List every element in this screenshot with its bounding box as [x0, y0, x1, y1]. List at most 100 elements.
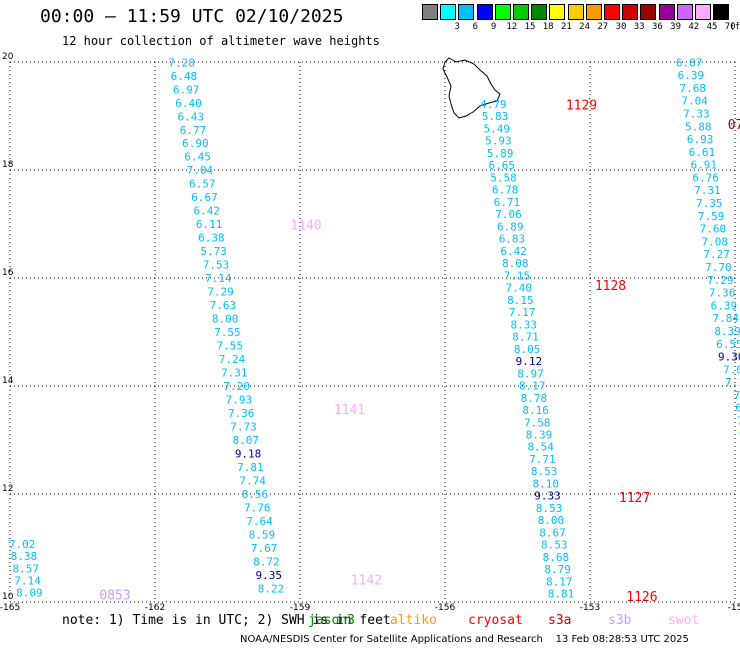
legend-satellite-s3a: s3a [548, 613, 572, 628]
wave-height-value: 7.55 [214, 326, 241, 339]
wave-height-value: 8.57 [12, 562, 39, 575]
wave-height-value: 7.81 [237, 461, 264, 474]
wave-height-value: 7.64 [246, 515, 273, 528]
wave-height-value: 8.39 [714, 325, 740, 338]
scale-swatch [695, 4, 711, 20]
scale-label: 21 [560, 22, 572, 32]
scale-swatch [658, 4, 675, 20]
footnote: note: 1) Time is in UTC; 2) SWH is in fe… [62, 613, 391, 628]
wave-height-value: 7.36 [228, 407, 255, 420]
pass-time-label: 1126 [626, 590, 657, 605]
generated-timestamp: 13 Feb 08:28:53 UTC 2025 [555, 634, 689, 645]
pass-time-label: 0754 [728, 118, 740, 133]
pass-time-labels: 1129 0754 1140 1128 1141 1127 1142 1126 0853 [99, 99, 740, 605]
wave-height-value: 8.53 [531, 465, 558, 478]
wave-height-value: 9.33 [534, 490, 561, 503]
wave-height-value: 6.55 [716, 338, 740, 351]
map-title: 00:00 – 11:59 UTC 02/10/2025 [40, 6, 344, 27]
legend-satellite-swot: swot [668, 613, 700, 628]
wave-height-value: 7.28 [168, 56, 195, 69]
wave-height-value: 7 [733, 389, 740, 402]
wave-height-value: 6.48 [171, 70, 198, 83]
wave-height-value: 6.11 [196, 218, 223, 231]
pass-time-label: 0853 [99, 588, 130, 603]
wave-height-value: 7.70 [705, 261, 732, 274]
scale-label: 6 [472, 22, 479, 32]
wave-height-value: 6.93 [687, 133, 714, 146]
wave-height-value: 6.42 [500, 245, 527, 258]
lon-tick-label: -162 [145, 603, 165, 613]
scale-label: 70 [724, 22, 736, 32]
wave-height-value: 8.68 [543, 551, 570, 564]
wave-height-value: 6.83 [499, 233, 526, 246]
wave-height-value: 8.00 [538, 514, 565, 527]
wave-height-value: 8.78 [521, 392, 548, 405]
wave-height-value: 7.59 [698, 210, 725, 223]
pass-time-label: 1141 [334, 403, 365, 418]
wave-height-value: 7.15 [504, 269, 531, 282]
scale-unit: (ft) [729, 22, 740, 32]
wave-height-value: 7.29 [207, 286, 234, 299]
wave-height-tracks: 7.286.486.976.406.436.776.906.457.046.57… [9, 56, 740, 600]
scale-swatch [440, 4, 457, 20]
scale-label: 30 [615, 22, 627, 32]
wave-height-value: 7.84 [713, 312, 740, 325]
legend-satellite-altiko: altiko [390, 613, 437, 628]
wave-height-value: 5.83 [482, 110, 509, 123]
lon-tick-label: -159 [290, 603, 311, 613]
wave-height-value: 8.71 [512, 331, 539, 344]
wave-height-value: 7.04 [187, 164, 214, 177]
wave-height-value: 7.71 [529, 453, 556, 466]
wave-height-value: 7.36 [709, 287, 736, 300]
wave-height-value: 9.35 [255, 569, 282, 582]
wave-height-value: 6.76 [692, 171, 719, 184]
scale-label: 42 [688, 22, 700, 32]
wave-height-value: 8.53 [541, 539, 568, 552]
scale-label: 27 [597, 22, 609, 32]
wave-height-value: 8.54 [527, 441, 554, 454]
wave-height-value: 8.05 [514, 343, 541, 356]
scale-label: 24 [579, 22, 591, 32]
lat-tick-label: 10 [2, 592, 14, 602]
wave-height-value: 7.29 [707, 274, 734, 287]
wave-height-value: 8.97 [517, 367, 544, 380]
pass-time-label: 1129 [566, 99, 597, 114]
wave-height-value: 8.33 [511, 318, 538, 331]
lat-tick-label: 20 [2, 52, 14, 62]
scale-label: 33 [633, 22, 645, 32]
wave-height-value: 7.0 [723, 363, 740, 376]
wave-height-value: 7.74 [239, 474, 266, 487]
wave-height-value: 6.57 [189, 178, 216, 191]
wave-height-value: 6.71 [494, 196, 521, 209]
scale-swatch [676, 4, 693, 20]
scale-swatch [622, 4, 639, 20]
wave-height-value: 7.31 [694, 184, 721, 197]
wave-height-value: 6.43 [178, 110, 205, 123]
wave-height-value: 8.56 [242, 488, 269, 501]
wave-height-value: 5.93 [485, 135, 512, 148]
pass-time-label: 1128 [595, 279, 626, 294]
lon-tick-label: -153 [580, 603, 600, 613]
wave-height-value: 7.02 [9, 538, 36, 551]
scale-swatch [494, 4, 511, 20]
wave-height-value: 7.73 [230, 420, 257, 433]
scale-label: 18 [542, 22, 554, 32]
wave-height-value: 7.14 [14, 574, 41, 587]
wave-height-value: 5.88 [685, 120, 712, 133]
wave-height-value: 7.58 [524, 416, 551, 429]
wave-height-value: 8.17 [546, 575, 573, 588]
wave-height-value: 7.31 [221, 367, 248, 380]
wave-height-value: 6.45 [184, 151, 211, 164]
wave-height-value: 7 [737, 415, 740, 428]
wave-height-value: 6.39 [678, 69, 705, 82]
pass-time-label: 1140 [290, 218, 321, 233]
lon-tick-label: -165 [0, 603, 20, 613]
scale-label: 3 [454, 22, 460, 32]
wave-height-value: 6.91 [691, 159, 718, 172]
wave-height-value: 5.89 [487, 147, 514, 160]
scale-swatch [458, 4, 475, 20]
scale-swatch [422, 4, 438, 20]
scale-swatch [549, 4, 566, 20]
wave-height-value: 8.53 [536, 502, 563, 515]
